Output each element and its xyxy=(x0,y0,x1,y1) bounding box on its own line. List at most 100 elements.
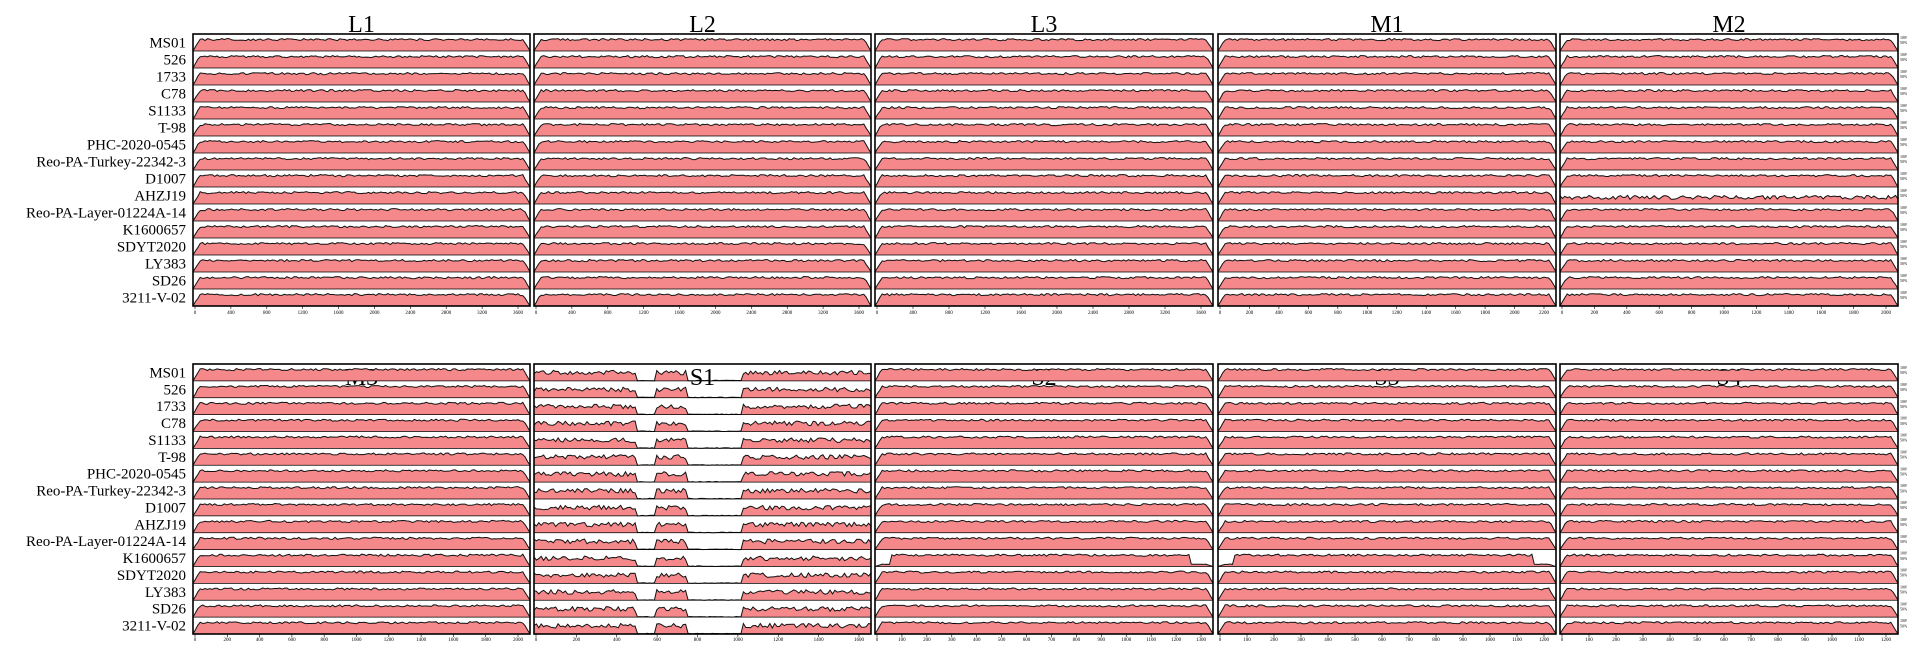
similarity-area xyxy=(1218,293,1556,306)
right-axis-label: 50% xyxy=(1900,108,1907,113)
right-axis-label: 100% xyxy=(1900,35,1907,40)
similarity-line xyxy=(533,241,872,256)
similarity-line xyxy=(874,241,1214,256)
similarity-line xyxy=(874,367,1214,382)
row-label: AHZJ19 xyxy=(134,189,186,205)
x-tick-label: 600 xyxy=(288,638,296,643)
similarity-line xyxy=(1559,536,1899,550)
row-label: C78 xyxy=(161,87,186,103)
row-label: K1600657 xyxy=(123,551,187,567)
similarity-line xyxy=(1217,621,1557,635)
similarity-area xyxy=(1560,587,1898,601)
x-tick-label: 900 xyxy=(1098,638,1106,643)
similarity-line xyxy=(874,553,1214,567)
x-tick-label: 600 xyxy=(1655,311,1663,316)
similarity-area xyxy=(1560,604,1898,618)
similarity-line xyxy=(1217,241,1557,256)
similarity-area xyxy=(1218,38,1556,51)
row-label: MS01 xyxy=(149,365,186,381)
similarity-area xyxy=(193,537,530,550)
similarity-line xyxy=(1559,553,1899,567)
x-tick-label: 200 xyxy=(1612,638,1620,643)
similarity-area xyxy=(534,404,871,415)
similarity-line xyxy=(533,139,872,154)
similarity-area xyxy=(1218,452,1556,466)
similarity-line xyxy=(1217,587,1557,601)
x-tick-label: 500 xyxy=(998,638,1006,643)
similarity-area xyxy=(1218,621,1556,634)
similarity-area xyxy=(534,522,871,533)
row-label: 526 xyxy=(164,53,187,69)
similarity-line xyxy=(1217,553,1557,567)
similarity-area xyxy=(1560,537,1898,550)
right-axis-label: 100% xyxy=(1900,103,1907,108)
similarity-line xyxy=(1559,367,1899,382)
similarity-line xyxy=(1559,208,1899,222)
similarity-area xyxy=(1560,106,1898,119)
similarity-area xyxy=(193,503,530,516)
x-tick-label: 1000 xyxy=(1485,638,1496,643)
similarity-area xyxy=(1560,72,1898,85)
right-axis-label: 50% xyxy=(1900,91,1907,96)
right-axis-label: 50% xyxy=(1900,623,1907,628)
similarity-area xyxy=(1560,225,1898,238)
x-tick-label: 300 xyxy=(1297,638,1305,643)
row-label: 1733 xyxy=(156,70,186,86)
similarity-line xyxy=(874,38,1214,52)
x-tick-label: 900 xyxy=(1459,638,1467,643)
similarity-line xyxy=(192,275,531,290)
similarity-line xyxy=(874,190,1214,205)
similarity-area xyxy=(1560,242,1898,255)
x-tick-label: 3600 xyxy=(854,311,865,316)
right-axis-label: 100% xyxy=(1900,365,1907,370)
right-axis-label: 100% xyxy=(1900,154,1907,159)
similarity-area xyxy=(875,38,1213,51)
right-axis-label: 50% xyxy=(1900,404,1907,409)
similarity-area xyxy=(1218,123,1556,136)
x-tick-label: 0 xyxy=(1219,311,1222,316)
row-label: SDYT2020 xyxy=(117,568,186,584)
similarity-area xyxy=(193,55,530,68)
x-tick-label: 2000 xyxy=(1510,311,1521,316)
similarity-area xyxy=(534,572,871,584)
similarity-area xyxy=(875,419,1213,432)
x-tick-label: 1600 xyxy=(448,638,459,643)
row-label: SD26 xyxy=(152,274,187,290)
similarity-area xyxy=(193,106,530,119)
similarity-area xyxy=(1218,89,1556,102)
similarity-area xyxy=(1218,503,1556,516)
x-tick-label: 800 xyxy=(263,311,271,316)
x-tick-label: 900 xyxy=(1801,638,1809,643)
similarity-line xyxy=(533,207,872,222)
similarity-line xyxy=(1217,190,1557,205)
x-tick-label: 1600 xyxy=(675,311,686,316)
similarity-line xyxy=(874,621,1214,635)
x-tick-label: 1800 xyxy=(1480,311,1491,316)
similarity-line xyxy=(192,621,531,635)
similarity-line xyxy=(1559,604,1899,618)
similarity-area xyxy=(1560,469,1898,483)
similarity-line xyxy=(1217,156,1557,171)
similarity-line xyxy=(874,452,1214,466)
right-axis-label: 100% xyxy=(1900,137,1907,142)
similarity-line xyxy=(192,173,531,188)
right-axis-label: 100% xyxy=(1900,416,1907,421)
x-tick-label: 1200 xyxy=(384,638,395,643)
similarity-line xyxy=(1217,224,1557,239)
x-tick-label: 300 xyxy=(1639,638,1647,643)
similarity-area xyxy=(1218,385,1556,398)
similarity-area xyxy=(193,621,530,634)
similarity-area xyxy=(1218,106,1556,119)
similarity-area xyxy=(875,106,1213,119)
similarity-line xyxy=(1559,88,1899,103)
x-tick-label: 600 xyxy=(1023,638,1031,643)
right-axis-label: 50% xyxy=(1900,590,1907,595)
similarity-area xyxy=(193,140,530,153)
similarity-area xyxy=(534,437,871,449)
x-tick-label: 1200 xyxy=(1539,638,1550,643)
x-tick-label: 1400 xyxy=(1421,311,1432,316)
right-axis-label: 100% xyxy=(1900,222,1907,227)
similarity-line xyxy=(874,469,1214,483)
x-tick-label: 700 xyxy=(1747,638,1755,643)
